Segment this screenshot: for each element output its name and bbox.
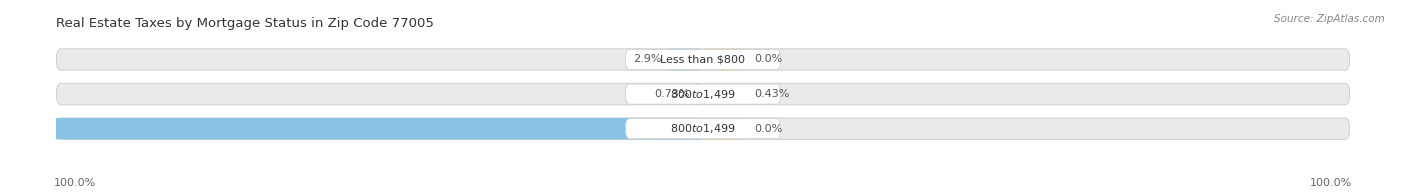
Text: 100.0%: 100.0% xyxy=(1310,178,1353,188)
FancyBboxPatch shape xyxy=(626,49,780,70)
FancyBboxPatch shape xyxy=(626,84,780,104)
Text: 0.73%: 0.73% xyxy=(654,89,690,99)
Text: 0.0%: 0.0% xyxy=(755,54,783,64)
FancyBboxPatch shape xyxy=(56,83,1350,105)
Text: Real Estate Taxes by Mortgage Status in Zip Code 77005: Real Estate Taxes by Mortgage Status in … xyxy=(56,17,434,30)
FancyBboxPatch shape xyxy=(703,118,748,139)
FancyBboxPatch shape xyxy=(665,49,703,70)
FancyBboxPatch shape xyxy=(703,49,748,70)
Text: 2.9%: 2.9% xyxy=(633,54,662,64)
FancyBboxPatch shape xyxy=(56,49,1350,70)
Text: Less than $800: Less than $800 xyxy=(661,54,745,64)
FancyBboxPatch shape xyxy=(56,118,1350,139)
FancyBboxPatch shape xyxy=(703,83,709,105)
Text: 0.43%: 0.43% xyxy=(755,89,790,99)
FancyBboxPatch shape xyxy=(626,119,780,139)
Text: $800 to $1,499: $800 to $1,499 xyxy=(671,122,735,135)
Text: $800 to $1,499: $800 to $1,499 xyxy=(671,88,735,101)
Text: Source: ZipAtlas.com: Source: ZipAtlas.com xyxy=(1274,14,1385,24)
FancyBboxPatch shape xyxy=(0,118,703,139)
Text: 0.0%: 0.0% xyxy=(755,124,783,134)
Text: 100.0%: 100.0% xyxy=(53,178,96,188)
FancyBboxPatch shape xyxy=(693,83,703,105)
